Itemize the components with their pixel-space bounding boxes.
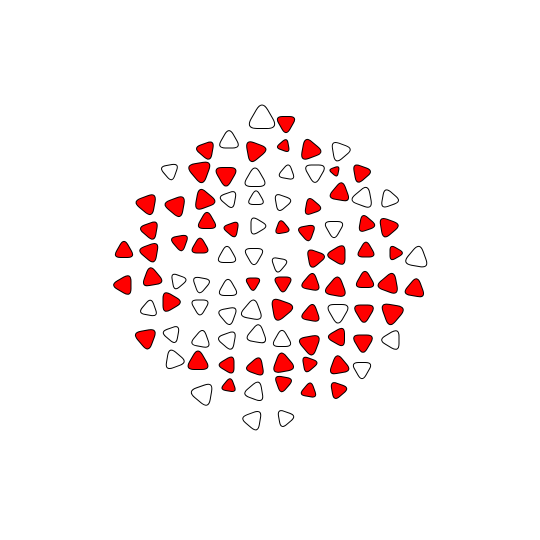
white-triangle-piece <box>352 362 372 380</box>
white-triangle-piece <box>161 163 178 181</box>
red-triangle-piece <box>358 215 376 232</box>
white-triangle-piece <box>171 273 187 290</box>
white-triangle-piece <box>191 299 209 316</box>
red-triangle-piece <box>188 161 211 184</box>
red-triangle-piece <box>301 273 320 291</box>
white-triangle-piece <box>242 410 262 431</box>
red-triangle-piece <box>246 141 267 163</box>
red-triangle-piece <box>164 196 185 218</box>
red-triangle-piece <box>134 329 156 350</box>
white-triangle-piece <box>246 324 267 344</box>
red-triangle-piece <box>246 357 264 376</box>
red-triangle-piece <box>218 356 235 374</box>
white-triangle-piece <box>190 383 213 406</box>
white-triangle-piece <box>244 381 264 402</box>
red-triangle-piece <box>379 217 399 238</box>
red-triangle-piece <box>354 304 374 323</box>
red-triangle-piece <box>276 116 296 134</box>
red-triangle-piece <box>114 240 134 258</box>
white-triangle-piece <box>240 299 262 320</box>
red-triangle-piece <box>329 355 350 375</box>
white-triangle-piece <box>381 189 399 208</box>
red-triangle-piece <box>389 245 403 261</box>
red-triangle-piece <box>301 304 320 322</box>
white-triangle-piece <box>218 278 238 296</box>
red-triangle-piece <box>327 245 346 265</box>
red-triangle-piece <box>197 211 217 229</box>
white-triangle-piece <box>193 276 210 294</box>
white-triangle-piece <box>244 248 264 266</box>
red-triangle-piece <box>301 138 322 160</box>
white-triangle-piece <box>305 164 325 183</box>
white-triangle-piece <box>218 307 237 325</box>
red-triangle-piece <box>276 139 290 152</box>
red-triangle-piece <box>404 278 425 298</box>
white-triangle-piece <box>250 217 267 235</box>
red-triangle-piece <box>329 166 340 177</box>
white-triangle-piece <box>248 190 264 205</box>
white-triangle-piece <box>244 167 266 187</box>
red-triangle-piece <box>377 272 398 294</box>
red-triangle-piece <box>329 182 350 202</box>
white-triangle-piece <box>271 257 288 273</box>
red-triangle-piece <box>271 298 294 321</box>
white-triangle-piece <box>191 330 210 348</box>
white-triangle-piece <box>165 349 185 370</box>
white-triangle-piece <box>272 329 292 347</box>
white-triangle-piece <box>351 186 372 208</box>
white-triangle-piece <box>218 331 236 350</box>
red-triangle-piece <box>275 220 290 235</box>
white-triangle-piece <box>278 164 295 180</box>
red-triangle-piece <box>330 382 348 399</box>
red-triangle-piece <box>302 356 318 373</box>
red-triangle-piece <box>221 378 236 393</box>
white-triangle-piece <box>140 299 157 317</box>
white-triangle-piece <box>274 194 292 211</box>
white-triangle-piece <box>327 304 349 324</box>
red-triangle-piece <box>245 277 261 291</box>
white-triangle-piece <box>219 130 239 149</box>
white-triangle-piece <box>219 191 237 208</box>
red-triangle-piece <box>273 352 295 373</box>
white-triangle-piece <box>324 221 344 239</box>
red-triangle-piece <box>355 270 375 288</box>
red-triangle-piece <box>135 194 156 216</box>
white-triangle-piece <box>405 245 428 268</box>
red-triangle-piece <box>171 234 188 252</box>
red-triangle-piece <box>191 237 209 254</box>
red-triangle-piece <box>324 276 346 297</box>
red-triangle-piece <box>357 241 375 258</box>
red-triangle-piece <box>353 164 371 183</box>
red-triangle-piece <box>187 350 209 370</box>
red-triangle-piece <box>327 327 345 347</box>
red-triangle-piece <box>307 249 325 268</box>
red-triangle-piece <box>142 267 163 287</box>
red-triangle-piece <box>304 198 322 215</box>
white-triangle-piece <box>277 410 295 427</box>
red-triangle-piece <box>274 276 292 293</box>
white-triangle-piece <box>162 326 180 343</box>
red-triangle-piece <box>381 303 404 326</box>
red-triangle-piece <box>300 382 317 398</box>
white-triangle-piece <box>331 141 351 162</box>
red-triangle-piece <box>140 221 158 240</box>
red-triangle-piece <box>139 242 159 263</box>
white-triangle-piece <box>381 330 400 350</box>
red-triangle-piece <box>196 141 214 160</box>
white-triangle-piece <box>248 104 276 129</box>
red-triangle-piece <box>162 292 181 312</box>
red-triangle-piece <box>353 334 373 353</box>
red-triangle-piece <box>298 224 315 242</box>
red-triangle-piece <box>275 375 292 393</box>
red-triangle-piece <box>223 221 239 238</box>
red-triangle-piece <box>195 188 216 210</box>
red-triangle-piece <box>113 275 132 295</box>
white-triangle-piece <box>217 245 237 263</box>
red-triangle-piece <box>298 335 320 356</box>
red-triangle-piece <box>215 167 237 187</box>
